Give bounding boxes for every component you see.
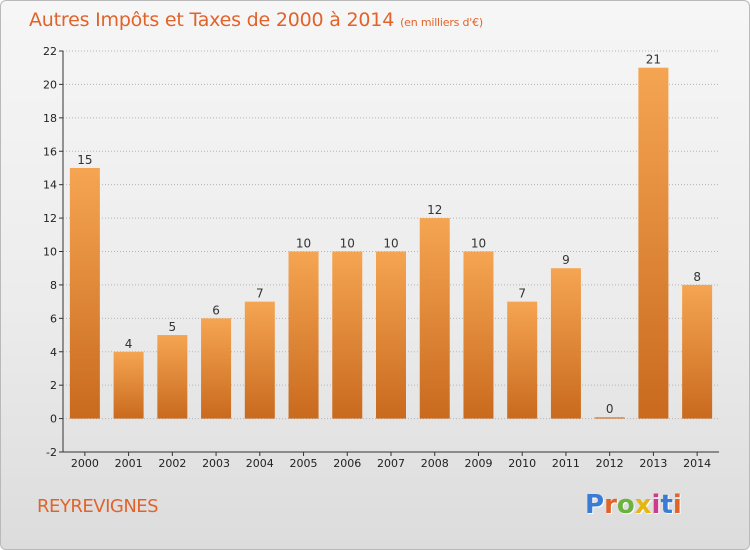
bar-value-label: 10	[296, 237, 311, 251]
bar-value-label: 7	[518, 287, 526, 301]
x-tick-label: 2000	[71, 457, 99, 470]
y-tick-label: 6	[50, 312, 57, 325]
bar	[638, 67, 669, 419]
y-tick-label: 10	[43, 246, 57, 259]
bar-value-label: 0	[606, 402, 614, 416]
y-tick-label: 14	[43, 179, 57, 192]
bar-value-label: 5	[169, 320, 177, 334]
logo-letter: r	[604, 490, 617, 520]
x-tick-label: 2003	[202, 457, 230, 470]
y-tick-label: -2	[46, 446, 57, 459]
bar-value-label: 21	[646, 53, 661, 67]
logo-letter: t	[660, 490, 673, 520]
bar-value-label: 7	[256, 287, 264, 301]
bar	[419, 218, 450, 419]
bar	[244, 301, 275, 419]
x-tick-label: 2014	[683, 457, 711, 470]
bar	[594, 417, 625, 419]
bar	[507, 301, 538, 419]
y-tick-label: 0	[50, 413, 57, 426]
bar	[201, 318, 232, 419]
x-tick-label: 2002	[158, 457, 186, 470]
bar	[69, 167, 100, 419]
logo-letter: x	[634, 490, 652, 520]
x-tick-label: 2008	[421, 457, 449, 470]
y-tick-label: 8	[50, 279, 57, 292]
x-tick-label: 2004	[246, 457, 274, 470]
x-tick-label: 2005	[290, 457, 318, 470]
proxiti-logo: Proxiti	[585, 490, 682, 520]
bar	[376, 251, 406, 419]
bar	[113, 351, 144, 419]
y-tick-label: 22	[43, 45, 57, 58]
bar-value-label: 15	[77, 153, 92, 167]
y-tick-label: 20	[43, 78, 57, 91]
bar-value-label: 10	[340, 237, 355, 251]
bar	[288, 251, 319, 419]
y-tick-label: 18	[43, 112, 57, 125]
x-tick-label: 2012	[596, 457, 624, 470]
y-tick-label: 16	[43, 145, 57, 158]
bar-value-label: 12	[427, 203, 442, 217]
bar	[682, 284, 713, 419]
chart-title: Autres Impôts et Taxes de 2000 à 2014 (en…	[29, 9, 483, 31]
bar-value-label: 10	[383, 237, 398, 251]
bar	[332, 251, 363, 419]
bar-value-label: 6	[212, 303, 220, 317]
x-tick-label: 2010	[508, 457, 536, 470]
bar-value-label: 8	[693, 270, 701, 284]
x-tick-label: 2011	[552, 457, 580, 470]
x-tick-label: 2001	[115, 457, 143, 470]
y-tick-label: 4	[50, 346, 57, 359]
y-tick-label: 12	[43, 212, 57, 225]
logo-letter: o	[616, 490, 635, 520]
logo-letter: P	[585, 490, 605, 520]
bar-value-label: 4	[125, 337, 133, 351]
bar	[463, 251, 494, 419]
y-tick-label: 2	[50, 379, 57, 392]
bar-value-label: 10	[471, 237, 486, 251]
chart-title-text: Autres Impôts et Taxes de 2000 à 2014	[29, 9, 395, 31]
logo-letter: i	[651, 490, 661, 520]
x-tick-label: 2007	[377, 457, 405, 470]
x-tick-label: 2009	[464, 457, 492, 470]
town-name: REYREVIGNES	[37, 496, 159, 517]
chart-unit: (en milliers d'€)	[400, 16, 483, 29]
bar	[550, 268, 581, 419]
x-tick-label: 2013	[639, 457, 667, 470]
x-tick-label: 2006	[333, 457, 361, 470]
bar-value-label: 9	[562, 253, 570, 267]
logo-letter: i	[672, 490, 682, 520]
bar	[157, 335, 188, 419]
